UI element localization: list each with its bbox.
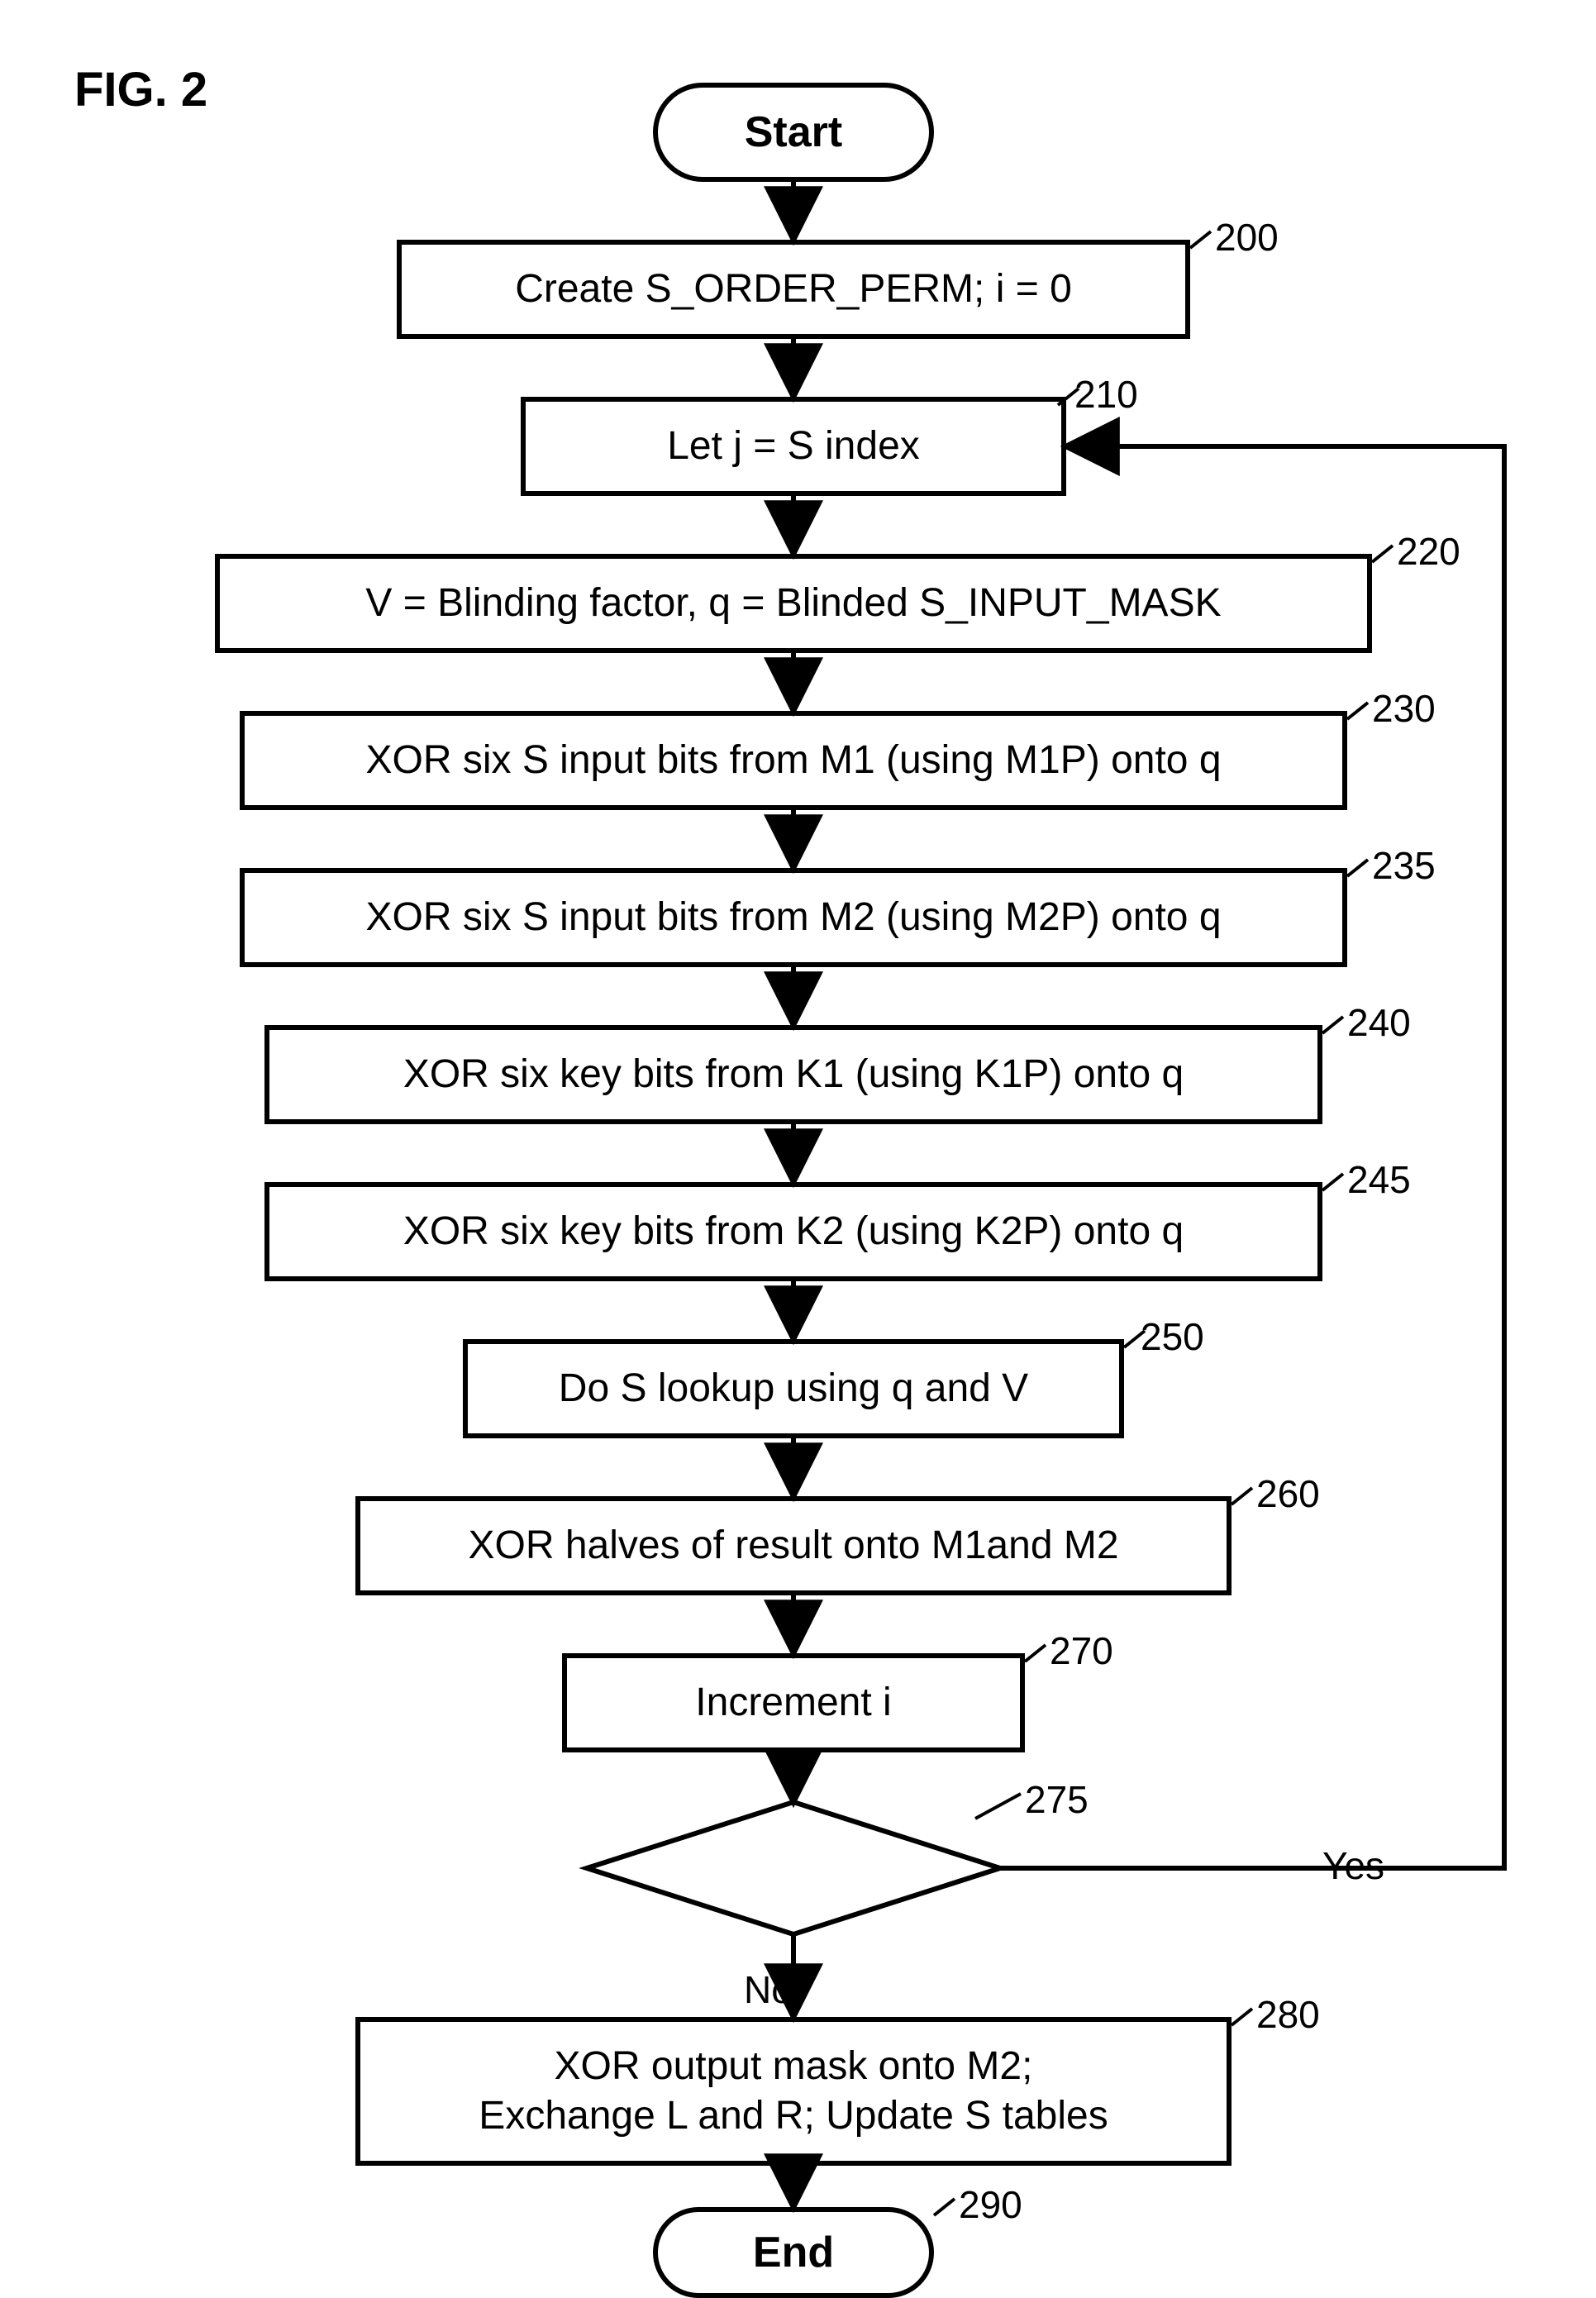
- node-235: XOR six S input bits from M2 (using M2P)…: [240, 868, 1347, 967]
- node-220: V = Blinding factor, q = Blinded S_INPUT…: [215, 554, 1372, 653]
- node-220-label: V = Blinding factor, q = Blinded S_INPUT…: [365, 579, 1221, 628]
- node-230-label: XOR six S input bits from M1 (using M1P)…: [365, 736, 1221, 785]
- figure-title: FIG. 2: [74, 62, 207, 117]
- start-node: Start: [653, 83, 934, 182]
- start-label: Start: [745, 107, 842, 157]
- node-210-label: Let j = S index: [667, 422, 920, 471]
- node-230: XOR six S input bits from M1 (using M1P)…: [240, 711, 1347, 810]
- ref-210: 210: [1074, 372, 1138, 417]
- edge-yes-label: Yes: [1322, 1843, 1384, 1888]
- ref-240: 240: [1347, 1000, 1411, 1045]
- node-275-label: i < 8?: [711, 1843, 876, 1889]
- ref-245: 245: [1347, 1157, 1411, 1202]
- ref-270: 270: [1050, 1628, 1113, 1673]
- ref-275: 275: [1025, 1777, 1089, 1822]
- node-250: Do S lookup using q and V: [463, 1339, 1124, 1438]
- node-260-label: XOR halves of result onto M1and M2: [468, 1521, 1118, 1571]
- node-210: Let j = S index: [521, 397, 1066, 496]
- node-250-label: Do S lookup using q and V: [559, 1364, 1028, 1414]
- ref-230: 230: [1372, 686, 1436, 731]
- ref-235: 235: [1372, 843, 1436, 888]
- ref-250: 250: [1141, 1314, 1204, 1359]
- node-240-label: XOR six key bits from K1 (using K1P) ont…: [403, 1050, 1184, 1099]
- node-280-label: XOR output mask onto M2; Exchange L and …: [479, 2042, 1108, 2141]
- ref-260: 260: [1256, 1471, 1320, 1516]
- ref-280: 280: [1256, 1992, 1320, 2037]
- node-245-label: XOR six key bits from K2 (using K2P) ont…: [403, 1207, 1184, 1256]
- node-270-label: Increment i: [695, 1678, 891, 1728]
- node-270: Increment i: [562, 1653, 1025, 1752]
- ref-220: 220: [1397, 529, 1460, 574]
- end-label: End: [753, 2228, 834, 2277]
- end-node: End: [653, 2207, 934, 2298]
- node-200: Create S_ORDER_PERM; i = 0: [397, 240, 1190, 339]
- ref-200: 200: [1215, 215, 1279, 260]
- node-245: XOR six key bits from K2 (using K2P) ont…: [264, 1182, 1322, 1281]
- node-260: XOR halves of result onto M1and M2: [355, 1496, 1232, 1595]
- node-235-label: XOR six S input bits from M2 (using M2P)…: [365, 893, 1221, 942]
- ref-290: 290: [959, 2182, 1022, 2227]
- edge-no-label: No: [744, 1967, 793, 2012]
- node-200-label: Create S_ORDER_PERM; i = 0: [515, 265, 1072, 314]
- node-280: XOR output mask onto M2; Exchange L and …: [355, 2017, 1232, 2166]
- node-240: XOR six key bits from K1 (using K1P) ont…: [264, 1025, 1322, 1124]
- flow-svg: [0, 0, 1596, 2277]
